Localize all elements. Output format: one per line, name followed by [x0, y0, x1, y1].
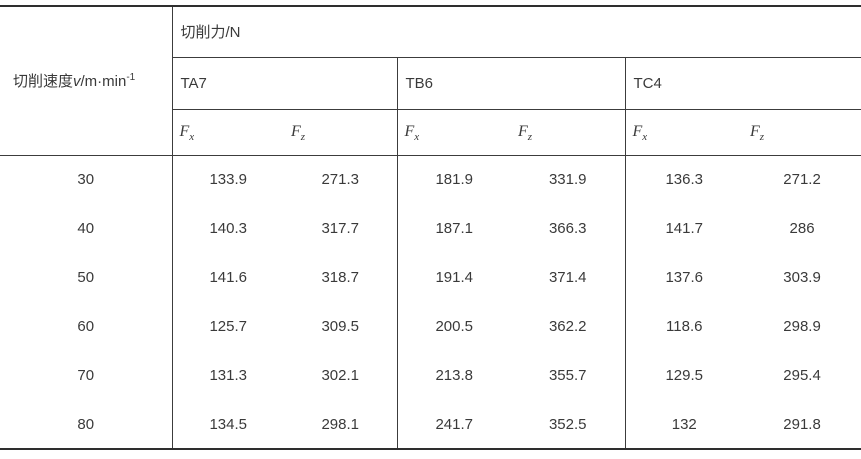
force-value-cell: 141.7	[624, 204, 743, 253]
force-value-cell: 141.6	[171, 253, 284, 302]
force-value-cell: 134.5	[171, 400, 284, 449]
speed-cell: 70	[0, 351, 173, 400]
force-value-cell: 187.1	[396, 204, 511, 253]
force-value-cell: 133.9	[171, 155, 284, 204]
fz-symbol: Fz	[291, 123, 306, 144]
force-value-cell: 286	[789, 220, 815, 237]
force-value-cell: 331.9	[548, 171, 587, 189]
speed-cell: 60	[0, 302, 173, 351]
speed-unit: /m·min	[80, 73, 127, 91]
force-value-cell: 309.5	[321, 318, 360, 335]
fx-symbol: Fx	[179, 123, 195, 144]
component-header-tb6-fx: Fx	[396, 109, 511, 156]
component-header-ta7-fx: Fx	[171, 109, 284, 156]
force-value-cell: 303.9	[783, 269, 821, 286]
force-value-cell: 213.8	[396, 351, 511, 400]
force-value-cell: 295.4	[783, 367, 821, 384]
force-value-cell: 132	[624, 400, 743, 449]
force-value-cell: 118.6	[624, 302, 743, 351]
header-row-materials: TA7 TB6 TC4	[0, 57, 861, 110]
force-value-cell: 137.6	[624, 253, 743, 302]
material-header-tc4: TC4	[624, 57, 861, 110]
speed-exponent: -1	[126, 72, 136, 84]
component-header-tc4-fz: Fz	[743, 109, 861, 156]
force-value-cell: 140.3	[171, 204, 284, 253]
material-header-tb6: TB6	[396, 57, 625, 110]
force-value-cell: 181.9	[396, 155, 511, 204]
table-row: 30 133.9 271.3 181.9 331.9 136.3 271.2	[0, 155, 861, 204]
force-value-cell: 125.7	[171, 302, 284, 351]
table-body: 30 133.9 271.3 181.9 331.9 136.3 271.2 40 140.3 3…	[0, 155, 861, 449]
force-value-cell: 136.3	[624, 155, 743, 204]
header-row-force: 切削速度v/m·min-1 切削力/N	[0, 6, 861, 156]
table-header: 切削速度v/m·min-1 切削力/N TA7 TB6 TC4 Fx Fz Fx…	[0, 6, 861, 156]
force-value-cell: 302.1	[321, 367, 360, 384]
force-value-cell: 129.5	[624, 351, 743, 400]
force-value-cell: 371.4	[548, 269, 587, 286]
component-header-ta7-fz: Fz	[284, 109, 397, 156]
fx-symbol: Fx	[404, 123, 420, 144]
table-row: 50 141.6 318.7 191.4 371.4 137.6 303.9	[0, 253, 861, 302]
force-value-cell: 271.3	[321, 171, 360, 189]
force-value-cell: 200.5	[396, 302, 511, 351]
header-row-components: Fx Fz Fx Fz Fx Fz	[0, 109, 861, 156]
force-value-cell: 317.7	[321, 220, 360, 237]
force-value-cell: 298.1	[321, 415, 360, 433]
force-value-cell: 298.9	[783, 318, 821, 335]
speed-cell: 80	[0, 400, 173, 449]
fz-symbol: Fz	[518, 123, 533, 144]
force-value-cell: 191.4	[396, 253, 511, 302]
table-row: 70 131.3 302.1 213.8 355.7 129.5 295.4	[0, 351, 861, 400]
force-value-cell: 352.5	[548, 415, 587, 433]
material-header-ta7: TA7	[171, 57, 397, 110]
force-value-cell: 318.7	[321, 269, 360, 286]
force-value-cell: 241.7	[396, 400, 511, 449]
speed-variable: v	[73, 73, 81, 91]
fx-symbol: Fx	[632, 123, 648, 144]
speed-header-prefix: 切削速度	[13, 73, 74, 91]
force-value-cell: 366.3	[548, 220, 587, 237]
force-value-cell: 362.2	[548, 318, 587, 335]
component-header-tc4-fx: Fx	[624, 109, 743, 156]
speed-cell: 30	[0, 155, 173, 204]
cutting-force-table: 切削速度v/m·min-1 切削力/N TA7 TB6 TC4 Fx Fz Fx…	[0, 5, 861, 450]
force-header: 切削力/N	[171, 6, 861, 58]
speed-cell: 50	[0, 253, 173, 302]
speed-column-header: 切削速度v/m·min-1	[0, 6, 172, 156]
force-value-cell: 131.3	[171, 351, 284, 400]
fz-symbol: Fz	[750, 123, 765, 144]
component-header-tb6-fz: Fz	[511, 109, 625, 156]
speed-cell: 40	[0, 204, 173, 253]
table-row: 80 134.5 298.1 241.7 352.5 132 291.8	[0, 400, 861, 449]
force-value-cell: 291.8	[783, 415, 821, 433]
table-row: 60 125.7 309.5 200.5 362.2 118.6 298.9	[0, 302, 861, 351]
force-value-cell: 355.7	[548, 367, 587, 384]
force-value-cell: 271.2	[783, 171, 821, 189]
table-row: 40 140.3 317.7 187.1 366.3 141.7 286	[0, 204, 861, 253]
